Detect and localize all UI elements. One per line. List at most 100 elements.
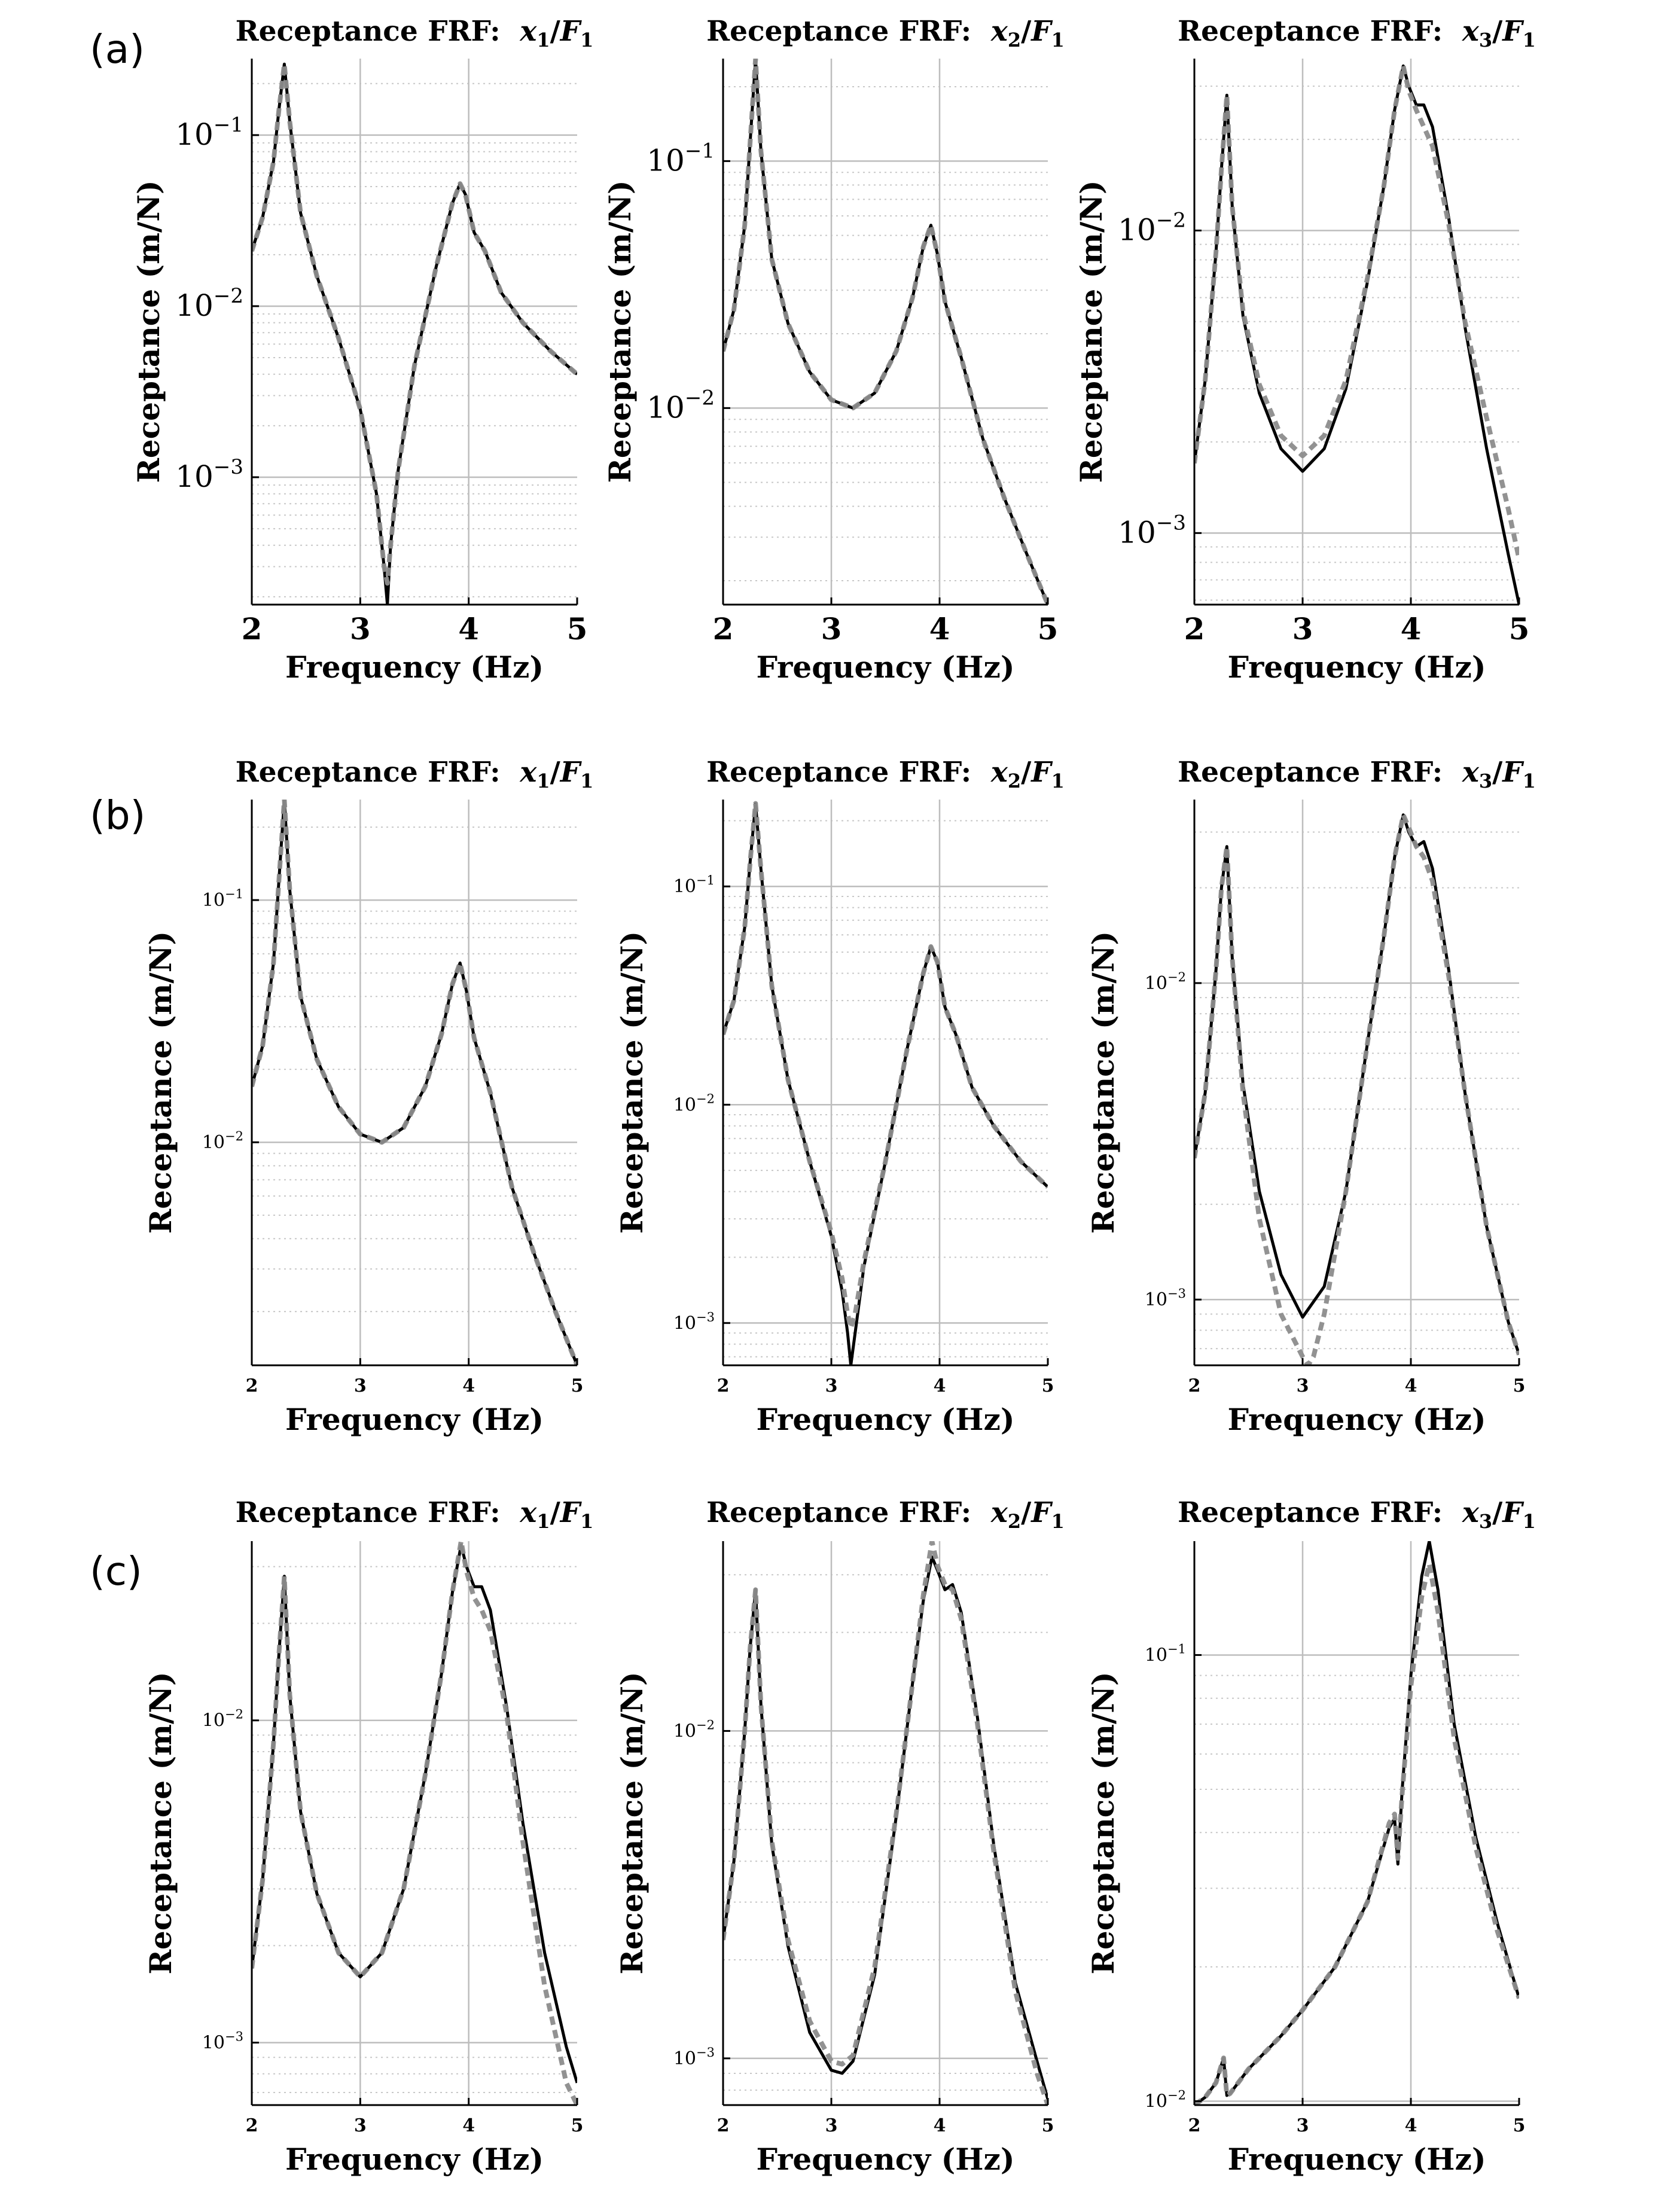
- subplot-4: 10−1 10−2 2 3 4 5 Frequency (Hz) Receptance (m/…: [90, 756, 593, 1437]
- y-tick-label: 10−2: [647, 386, 715, 425]
- x-axis-label: Frequency (Hz): [1227, 2142, 1486, 2177]
- x-tick-label: 4: [462, 2115, 475, 2136]
- y-tick-label: 10−2: [1145, 2088, 1186, 2112]
- subplot-5: 10−1 10−2 10−3 2 3 4 5 Frequency (Hz) Receptance…: [614, 756, 1065, 1437]
- subplot-7: 10−2 10−3 2 3 4 5 Frequency (Hz) Receptance (m/…: [90, 1496, 593, 2177]
- major-grid: [1194, 59, 1519, 605]
- series-line-model: [1194, 63, 1519, 560]
- x-tick-label: 4: [1405, 2115, 1417, 2136]
- chart-title: Receptance FRF: x3/F1: [1178, 15, 1536, 51]
- major-grid: [252, 800, 577, 1365]
- x-tick-label: 5: [571, 2115, 584, 2136]
- x-tick-label: 2: [1188, 2115, 1201, 2136]
- y-tick-label: 10−2: [175, 284, 243, 323]
- minor-grid: [723, 820, 1048, 1358]
- x-tick-label: 3: [1297, 2115, 1309, 2136]
- x-tick-label: 2: [717, 2115, 730, 2136]
- y-axis-label: Receptance (m/N): [1086, 931, 1121, 1234]
- series-line-model: [252, 800, 577, 1365]
- minor-grid: [1194, 86, 1519, 601]
- y-tick-label: 10−3: [673, 2045, 715, 2069]
- x-tick-label: 2: [242, 611, 263, 646]
- x-tick-label: 2: [717, 1375, 730, 1396]
- x-tick-label: 3: [354, 1375, 367, 1396]
- y-axis-label: Receptance (m/N): [614, 931, 650, 1234]
- y-tick-label: 10−3: [1118, 511, 1186, 550]
- y-axis-label: Receptance (m/N): [143, 931, 178, 1234]
- x-tick-label: 5: [1042, 1375, 1054, 1396]
- minor-grid: [252, 826, 577, 1313]
- x-tick-label: 5: [567, 611, 588, 646]
- chart-title: Receptance FRF: x2/F1: [706, 15, 1065, 51]
- x-tick-label: 4: [1401, 611, 1422, 646]
- y-tick-label: 10−3: [1145, 1286, 1186, 1310]
- subplot-6: 10−2 10−3 2 3 4 5 Frequency (Hz) Receptance (m/…: [1086, 756, 1536, 1437]
- subplot-2: 10−1 10−2 2 3 4 5 Frequency (Hz) Receptance (m/…: [602, 15, 1065, 685]
- series-line-model: [1194, 1561, 1519, 2105]
- x-tick-label: 3: [821, 611, 842, 646]
- y-tick-label: 10−2: [1145, 970, 1186, 994]
- series-line-measured: [252, 1544, 577, 2084]
- x-tick-label: 4: [458, 611, 479, 646]
- x-tick-label: 5: [1038, 611, 1059, 646]
- series-group: [1194, 1541, 1519, 2105]
- y-tick-label: 10−2: [673, 1091, 715, 1115]
- series-line-model: [723, 1541, 1048, 2105]
- x-tick-label: 5: [1513, 2115, 1526, 2136]
- x-tick-label: 2: [713, 611, 734, 646]
- panel-row-label: (a): [90, 26, 145, 72]
- y-tick-label: 10−1: [1145, 1642, 1186, 1666]
- major-grid: [723, 1541, 1048, 2105]
- y-tick-label: 10−2: [1118, 208, 1186, 247]
- chart-title: Receptance FRF: x3/F1: [1178, 1496, 1536, 1533]
- x-tick-label: 2: [246, 2115, 258, 2136]
- series-group: [252, 62, 577, 605]
- series-group: [1194, 63, 1519, 605]
- y-tick-label: 10−1: [175, 113, 243, 152]
- series-group: [1194, 812, 1519, 1365]
- x-tick-label: 3: [354, 2115, 367, 2136]
- minor-grid: [723, 86, 1048, 581]
- x-axis-label: Frequency (Hz): [756, 1402, 1014, 1437]
- x-tick-label: 2: [1184, 611, 1205, 646]
- chart-title: Receptance FRF: x2/F1: [706, 1496, 1065, 1533]
- x-tick-label: 3: [350, 611, 371, 646]
- subplot-1: 10−1 10−2 10−3 2 3 4 5 Frequency (Hz) Receptance…: [90, 15, 593, 685]
- x-tick-label: 4: [934, 2115, 946, 2136]
- x-axis-label: Frequency (Hz): [285, 1402, 544, 1437]
- x-tick-label: 5: [1513, 1375, 1526, 1396]
- chart-title: Receptance FRF: x1/F1: [236, 1496, 594, 1533]
- series-group: [252, 800, 577, 1365]
- series-line-model: [252, 62, 577, 586]
- minor-grid: [1194, 831, 1519, 1350]
- y-tick-label: 10−1: [647, 139, 715, 178]
- subplot-8: 10−2 10−3 2 3 4 5 Frequency (Hz) Receptance (m/…: [614, 1496, 1065, 2177]
- subplot-3: 10−2 10−3 2 3 4 5 Frequency (Hz) Receptance (m/…: [1074, 15, 1536, 685]
- major-grid: [1194, 800, 1519, 1365]
- x-axis-label: Frequency (Hz): [285, 649, 544, 685]
- y-axis-label: Receptance (m/N): [143, 1671, 178, 1974]
- x-tick-label: 3: [825, 2115, 838, 2136]
- subplot-9: 10−1 10−22 3 4 5 Frequency (Hz) Receptance (m/…: [1086, 1496, 1536, 2177]
- y-axis-label: Receptance (m/N): [1086, 1671, 1121, 1974]
- panel-row-label: (b): [90, 792, 145, 838]
- y-tick-label: 10−3: [673, 1310, 715, 1334]
- x-tick-label: 3: [1292, 611, 1313, 646]
- minor-grid: [1194, 1674, 1519, 1968]
- series-line-measured: [252, 800, 577, 1365]
- major-grid: [252, 1541, 577, 2105]
- series-line-measured: [723, 802, 1048, 1365]
- y-axis-label: Receptance (m/N): [1074, 180, 1109, 483]
- major-grid: [252, 59, 577, 605]
- x-axis-label: Frequency (Hz): [1227, 649, 1486, 685]
- series-group: [723, 1541, 1048, 2105]
- y-axis-label: Receptance (m/N): [602, 180, 638, 483]
- y-tick-label: 10−2: [673, 1718, 715, 1741]
- series-line-model: [723, 59, 1048, 605]
- x-tick-label: 5: [1042, 2115, 1054, 2136]
- x-tick-label: 2: [1188, 1375, 1201, 1396]
- x-tick-label: 5: [571, 1375, 584, 1396]
- y-tick-label: 10−2: [202, 1129, 243, 1153]
- x-tick-label: 5: [1509, 611, 1530, 646]
